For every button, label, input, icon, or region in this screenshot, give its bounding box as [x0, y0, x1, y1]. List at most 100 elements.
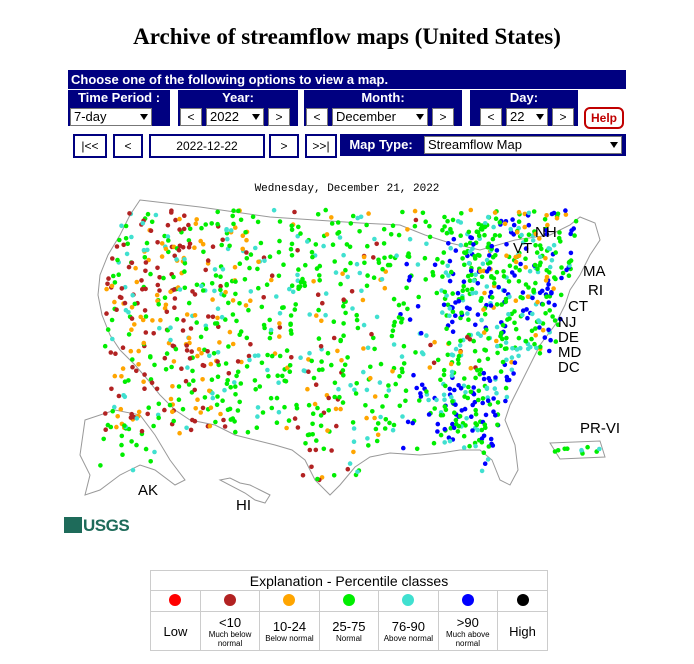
gauge-site-dot	[504, 335, 509, 341]
gauge-site-dot	[431, 440, 437, 446]
year-next-button[interactable]: >	[268, 108, 290, 126]
map-type-label: Map Type:	[340, 134, 422, 156]
next-date-button[interactable]: >	[269, 134, 299, 158]
gauge-site-dot	[482, 224, 488, 230]
gauge-site-dot	[463, 423, 468, 428]
last-date-button[interactable]: >>|	[305, 134, 337, 158]
gauge-site-dot	[414, 446, 420, 452]
gauge-site-dot	[170, 384, 175, 389]
gauge-site-dot	[274, 420, 280, 425]
region-label-nh: NH	[535, 224, 557, 241]
gauge-site-dot	[209, 221, 214, 226]
day-next-button[interactable]: >	[552, 108, 574, 126]
gauge-site-dot	[483, 412, 489, 418]
gauge-site-dot	[281, 305, 286, 310]
gauge-site-dot	[494, 302, 500, 307]
legend-color-dot	[169, 593, 182, 606]
day-prev-button[interactable]: <	[480, 108, 502, 126]
gauge-site-dot	[493, 413, 498, 418]
gauge-site-dot	[277, 219, 283, 224]
gauge-site-dot	[335, 348, 340, 354]
gauge-site-dot	[430, 269, 436, 275]
gauge-site-dot	[183, 378, 189, 384]
map-type-select[interactable]: Streamflow Map	[424, 136, 622, 154]
gauge-site-dot	[163, 367, 169, 372]
gauge-site-dot	[112, 280, 118, 285]
streamflow-map[interactable]: NH VT MA RI CT NJ DE MD DC PR-VI AK HI	[60, 195, 640, 545]
first-date-button[interactable]: |<<	[73, 134, 107, 158]
gauge-site-dot	[490, 443, 496, 448]
gauge-site-dot	[465, 395, 471, 401]
day-select[interactable]: 22	[506, 108, 548, 126]
gauge-site-dot	[380, 404, 385, 409]
gauge-site-dot	[324, 232, 330, 237]
gauge-site-dot	[427, 234, 433, 240]
gauge-site-dot	[478, 269, 483, 274]
gauge-site-dot	[307, 350, 312, 356]
gauge-site-dot	[364, 387, 370, 393]
gauge-site-dot	[103, 411, 108, 416]
gauge-site-dot	[360, 297, 366, 303]
gauge-site-dot	[475, 367, 480, 373]
gauge-site-dot	[343, 310, 348, 316]
year-select[interactable]: 2022	[206, 108, 264, 126]
gauge-site-dot	[119, 286, 125, 291]
gauge-site-dot	[182, 257, 187, 262]
gauge-site-dot	[145, 247, 150, 253]
legend-class-label: High	[509, 623, 536, 639]
gauge-site-dot	[450, 309, 456, 314]
gauge-site-dot	[255, 266, 260, 272]
gauge-site-dot	[535, 299, 540, 305]
gauge-site-dot	[520, 312, 525, 318]
gauge-site-dot	[480, 396, 486, 401]
gauge-site-dot	[148, 354, 153, 359]
legend-class-label: <10	[219, 614, 242, 630]
month-prev-button[interactable]: <	[306, 108, 328, 126]
gauge-site-dot	[119, 223, 124, 229]
gauge-site-dot	[340, 271, 345, 276]
gauge-site-dot	[350, 306, 355, 311]
gauge-site-dot	[340, 400, 346, 405]
gauge-site-dot	[151, 423, 156, 429]
gauge-site-dot	[491, 224, 496, 230]
help-button[interactable]: Help	[584, 107, 624, 129]
prev-date-button[interactable]: <	[113, 134, 143, 158]
gauge-site-dot	[280, 373, 285, 379]
gauge-site-dot	[438, 412, 444, 418]
gauge-site-dot	[243, 230, 248, 235]
date-display[interactable]: 2022-12-22	[149, 134, 265, 158]
gauge-site-dot	[553, 250, 558, 255]
gauge-site-dot	[115, 414, 120, 419]
gauge-site-dot	[192, 313, 198, 318]
gauge-site-dot	[447, 438, 453, 444]
gauge-site-dot	[190, 289, 195, 294]
gauge-site-dot	[146, 405, 151, 410]
gauge-site-dot	[552, 449, 558, 454]
gauge-site-dot	[289, 331, 294, 336]
year-prev-button[interactable]: <	[180, 108, 202, 126]
gauge-site-dot	[488, 436, 494, 442]
gauge-site-dot	[447, 278, 453, 284]
gauge-site-dot	[129, 260, 135, 266]
gauge-site-dot	[450, 329, 456, 334]
time-period-select[interactable]: 7-day	[70, 108, 152, 126]
gauge-site-dot	[238, 329, 244, 334]
gauge-site-dot	[215, 209, 220, 215]
gauge-site-dot	[187, 356, 193, 361]
gauge-site-dot	[494, 338, 499, 344]
gauge-site-dot	[494, 390, 499, 396]
gauge-site-dot	[220, 398, 225, 403]
month-select[interactable]: December	[332, 108, 428, 126]
gauge-site-dot	[266, 373, 271, 379]
gauge-site-dot	[248, 252, 254, 257]
gauge-site-dot	[277, 311, 283, 316]
gauge-site-dot	[177, 243, 183, 249]
gauge-site-dot	[240, 246, 245, 252]
gauge-site-dot	[335, 220, 341, 225]
gauge-site-dot	[442, 440, 448, 445]
gauge-site-dot	[155, 265, 160, 271]
gauge-site-dot	[501, 269, 506, 274]
month-next-button[interactable]: >	[432, 108, 454, 126]
gauge-site-dot	[186, 335, 192, 341]
gauge-site-dot	[377, 380, 383, 385]
